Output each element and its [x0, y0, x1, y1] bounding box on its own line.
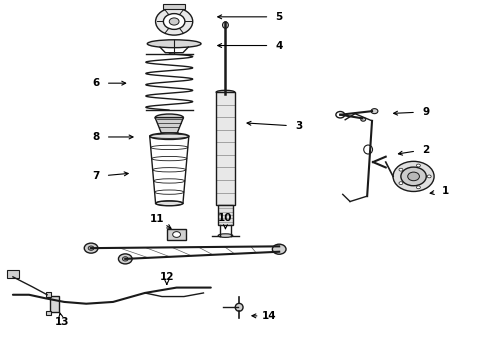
Circle shape [169, 18, 179, 25]
Bar [6, 270, 19, 278]
Circle shape [119, 254, 132, 264]
Bar [49, 296, 59, 312]
Circle shape [156, 8, 193, 35]
Circle shape [272, 244, 286, 254]
Ellipse shape [235, 303, 243, 311]
Bar [46, 311, 50, 315]
Ellipse shape [150, 133, 189, 139]
Circle shape [399, 168, 403, 171]
Text: 5: 5 [275, 12, 283, 22]
Circle shape [88, 246, 94, 250]
Text: 1: 1 [441, 186, 449, 196]
Text: 9: 9 [422, 107, 429, 117]
Text: 10: 10 [218, 213, 233, 222]
Text: 4: 4 [275, 41, 283, 50]
Bar [216, 92, 235, 205]
Circle shape [408, 172, 419, 181]
Text: 11: 11 [150, 215, 164, 224]
Ellipse shape [371, 109, 378, 114]
Ellipse shape [361, 118, 366, 121]
Circle shape [122, 257, 128, 261]
Ellipse shape [216, 90, 235, 94]
Circle shape [401, 167, 426, 186]
Ellipse shape [222, 22, 228, 28]
Circle shape [84, 243, 98, 253]
Polygon shape [155, 118, 183, 134]
Circle shape [416, 164, 420, 167]
Circle shape [399, 182, 403, 185]
Ellipse shape [156, 201, 183, 206]
Bar [163, 4, 185, 9]
Circle shape [163, 14, 185, 30]
Text: 14: 14 [262, 311, 277, 321]
Text: 8: 8 [92, 132, 99, 142]
Text: 13: 13 [54, 317, 69, 327]
Ellipse shape [218, 234, 233, 237]
Circle shape [393, 161, 434, 192]
Bar [218, 205, 233, 225]
Text: 6: 6 [92, 78, 99, 88]
Ellipse shape [147, 40, 201, 48]
Ellipse shape [155, 114, 183, 121]
Circle shape [172, 231, 180, 237]
Text: 3: 3 [295, 121, 302, 131]
Bar [167, 229, 186, 239]
Ellipse shape [336, 112, 344, 118]
Text: 12: 12 [160, 272, 174, 282]
Circle shape [416, 186, 420, 189]
Text: 2: 2 [422, 144, 429, 154]
Bar [46, 292, 50, 297]
Text: 7: 7 [92, 171, 99, 181]
Circle shape [427, 175, 431, 178]
